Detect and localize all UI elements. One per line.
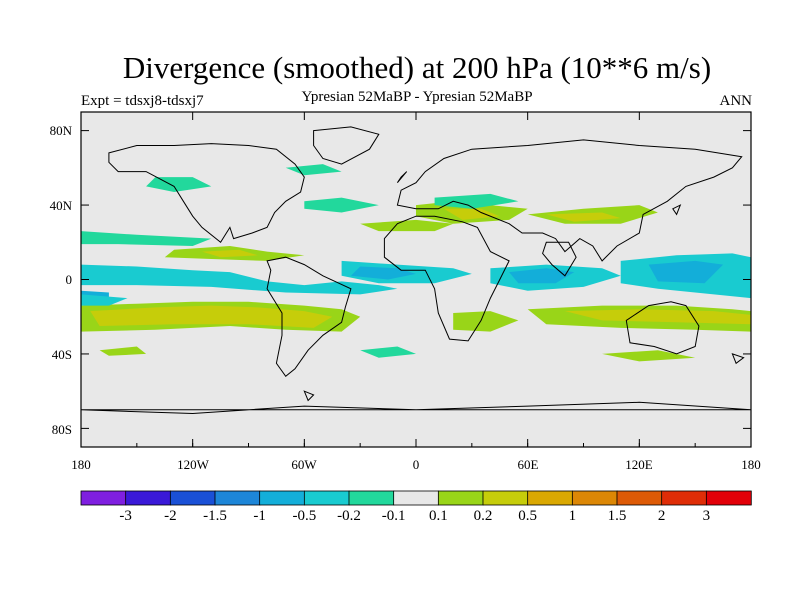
coastline: [542, 241, 577, 277]
colorbar-box: [527, 490, 574, 506]
colorbar-label: 3: [702, 508, 711, 524]
colorbar-label: -0.1: [381, 508, 406, 524]
field-contour: [443, 208, 500, 220]
lon-tick-label: 60E: [517, 457, 539, 472]
divergence-field: [81, 164, 751, 362]
field-contour: [360, 346, 416, 358]
island-coastline: [303, 390, 315, 402]
field-contour: [546, 212, 621, 222]
colorbar-box: [259, 490, 306, 506]
island-coastline: [672, 204, 682, 216]
lat-tick-label: 40N: [49, 198, 72, 213]
colorbar-box: [125, 490, 172, 506]
coastlines: [81, 126, 751, 415]
lon-tick-label: 60W: [291, 457, 317, 472]
lat-tick-label: 0: [65, 272, 73, 287]
coastline: [625, 301, 700, 355]
coastline: [81, 401, 751, 415]
colorbar-box: [214, 490, 261, 506]
colorbar-box: [571, 490, 618, 506]
colorbar-label: -0.2: [337, 508, 361, 524]
lat-tick-label: 80N: [49, 123, 72, 138]
field-contour: [81, 264, 398, 295]
field-contour: [648, 260, 724, 284]
experiment-label: Expt = tdsxj8-tdsxj7: [81, 93, 204, 109]
colorbar-box: [437, 490, 484, 506]
lon-tick-label: 120E: [625, 457, 653, 472]
coastline: [396, 139, 743, 262]
field-contour: [90, 305, 333, 328]
colorbar-label: 0.2: [473, 508, 493, 524]
field-contour: [453, 311, 519, 332]
coastline: [108, 143, 305, 244]
field-contour: [99, 346, 147, 356]
colorbar-box: [616, 490, 663, 506]
colorbar-label: -3: [119, 508, 132, 524]
coastline: [313, 126, 380, 165]
field-contour: [434, 193, 519, 209]
chart-subtitle: Ypresian 52MaBP - Ypresian 52MaBP: [301, 89, 533, 105]
colorbar-label: 0.1: [428, 508, 448, 524]
season-label: ANN: [719, 93, 753, 109]
colorbar-box: [80, 490, 127, 506]
colorbar-label: -1: [253, 508, 266, 524]
colorbar-box: [661, 490, 708, 506]
colorbar-label: -2: [164, 508, 177, 524]
field-contour: [564, 309, 751, 325]
colorbar-box: [393, 490, 440, 506]
field-contour: [285, 164, 342, 176]
colorbar-label: -1.5: [203, 508, 227, 524]
colorbar-box: [482, 490, 529, 506]
colorbar-box: [303, 490, 350, 506]
field-contour: [202, 249, 258, 258]
colorbar-box: [348, 490, 395, 506]
lat-tick-label: 40S: [51, 347, 72, 362]
axis-ticks: [80, 112, 752, 447]
island-coastline: [731, 353, 745, 365]
lon-tick-label: 0: [412, 457, 420, 472]
colorbar-box: [169, 490, 216, 506]
lon-tick-label: 180: [71, 457, 91, 472]
colorbar-label: 1: [568, 508, 577, 524]
island-coastline: [396, 171, 408, 184]
lat-tick-label: 80S: [51, 422, 72, 437]
colorbar: [80, 490, 752, 506]
field-contour: [81, 294, 128, 306]
colorbar-label: 2: [657, 508, 666, 524]
lon-tick-label: 180: [741, 457, 761, 472]
colorbar-label: 1.5: [607, 508, 627, 524]
field-contour: [81, 231, 212, 246]
colorbar-label: -0.5: [292, 508, 317, 524]
colorbar-box: [705, 490, 752, 506]
field-contour: [509, 268, 575, 284]
coastline: [266, 256, 352, 378]
coastline: [383, 215, 510, 342]
colorbar-label: 0.5: [518, 508, 538, 524]
field-contour: [304, 197, 379, 213]
lon-tick-label: 120W: [177, 457, 209, 472]
field-contour: [602, 350, 696, 362]
chart-title: Divergence (smoothed) at 200 hPa (10**6 …: [122, 50, 712, 85]
field-contour: [146, 177, 212, 192]
field-contour: [360, 219, 454, 232]
